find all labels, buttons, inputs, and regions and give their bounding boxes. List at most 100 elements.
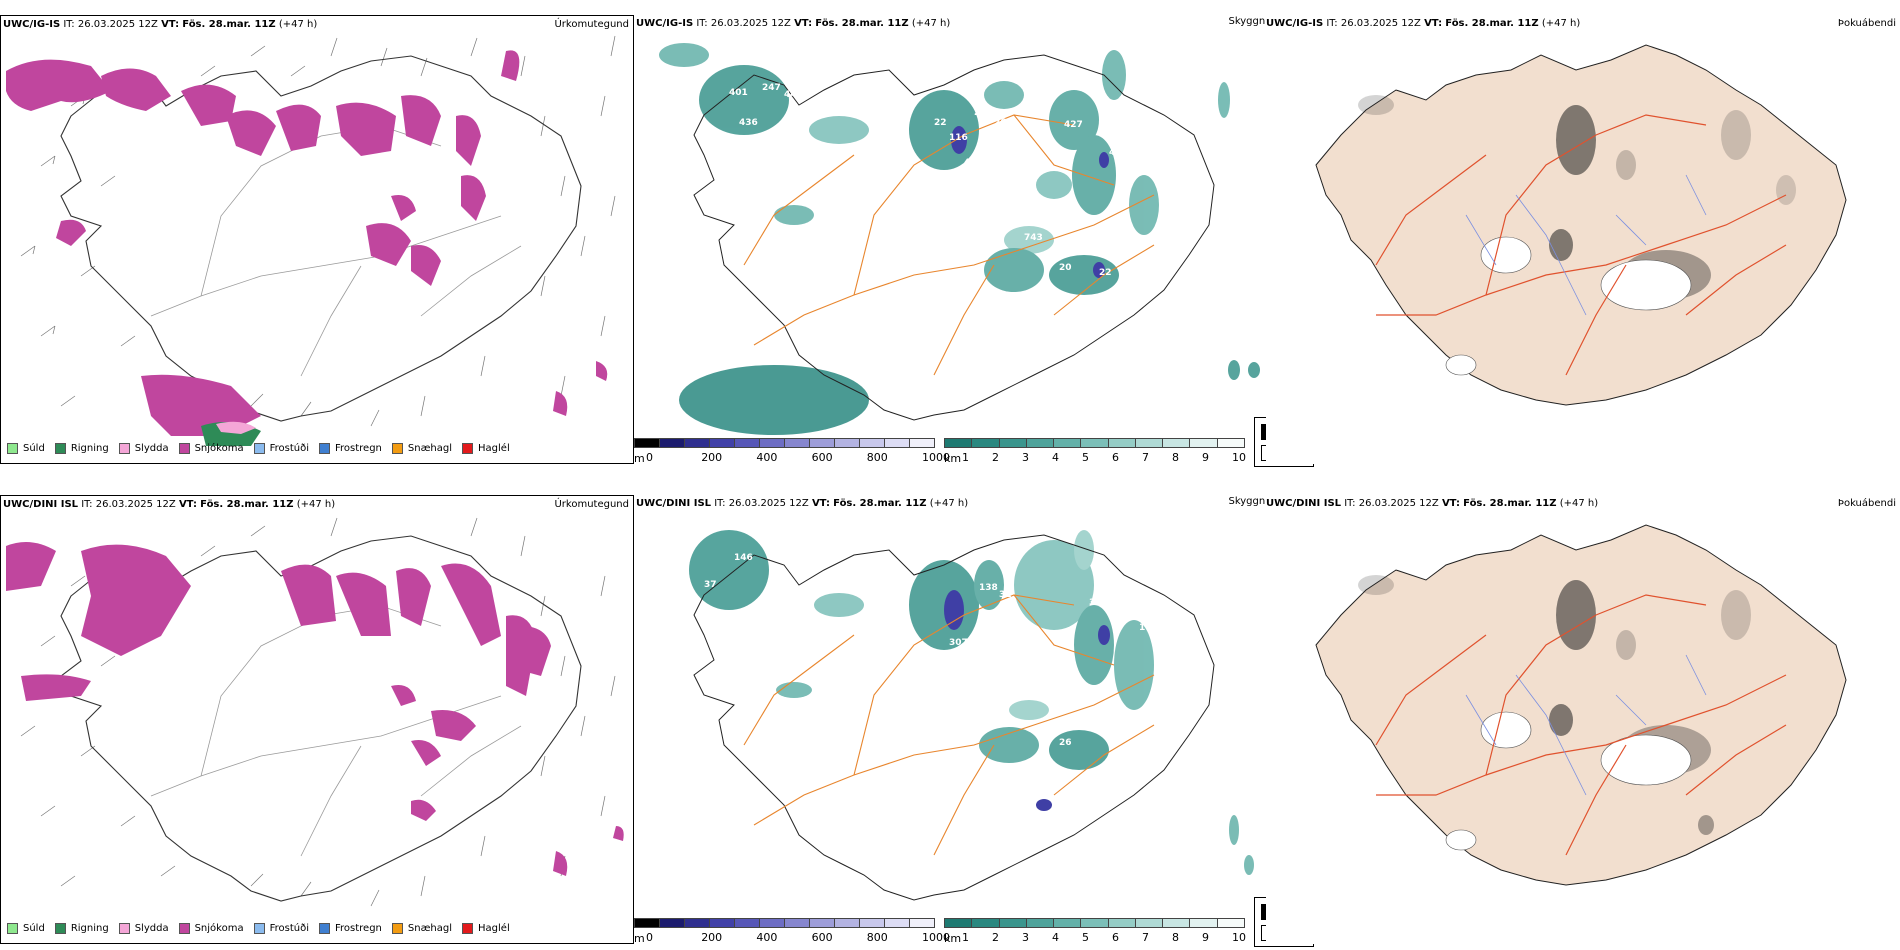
colorbar-swatch xyxy=(1080,918,1109,928)
colorbar-tick: 3 xyxy=(1022,931,1029,944)
colorbar-swatch xyxy=(759,438,785,448)
vis-label: 523 xyxy=(1164,668,1183,678)
ptype-legend: Súld Rigning Slydda Snjókoma Frostúði Fr… xyxy=(1,437,510,459)
legend-item: Súld xyxy=(7,922,45,934)
vis-label: 427 xyxy=(1064,120,1083,130)
colorbar-swatch xyxy=(859,918,885,928)
colorbar-swatch xyxy=(1053,918,1082,928)
roads xyxy=(1375,594,1787,856)
colorbar-tick: 200 xyxy=(701,451,723,464)
colorbar-swatch xyxy=(659,918,685,928)
rivers xyxy=(1465,174,1707,316)
roads xyxy=(150,605,522,857)
colorbar-swatch xyxy=(884,438,910,448)
legend-item: Haglél xyxy=(462,922,510,934)
colorbar-swatch xyxy=(1080,438,1109,448)
colorbar-unit: km xyxy=(944,452,962,465)
legend-item: Snjókoma xyxy=(178,922,244,934)
colorbar-swatch xyxy=(834,918,860,928)
colorbar-swatch xyxy=(809,918,835,928)
colorbar-tick: 10 xyxy=(1232,451,1246,464)
legend-swatch xyxy=(118,442,130,454)
colorbar-tick: 400 xyxy=(756,451,778,464)
fog-title: Þokuábendi xyxy=(1837,498,1896,509)
visibility-colorbar: km 1 2 3 4 5 6 7 8 9 10 xyxy=(944,438,1254,465)
colorbar-tick: 1 xyxy=(962,931,969,944)
colorbar-tick: 9 xyxy=(1202,931,1209,944)
vis-label: 35 xyxy=(1179,668,1192,678)
colorbar-swatch xyxy=(909,438,935,448)
legend-swatch xyxy=(7,922,18,934)
colorbar-tick: 4 xyxy=(1052,451,1059,464)
fog-title: Þokuábendi xyxy=(1837,18,1896,29)
colorbar-swatch xyxy=(971,918,1000,928)
ptype-map xyxy=(6,35,616,446)
vis-label: 165 xyxy=(1139,623,1158,633)
vis-label: 10 xyxy=(1062,810,1075,820)
colorbar-tick: 10 xyxy=(1232,931,1246,944)
vis-label: 436 xyxy=(739,118,758,128)
colorbar-tick: 800 xyxy=(866,931,888,944)
fog-map xyxy=(1315,44,1847,406)
sleet-area xyxy=(216,421,256,434)
legend-item: Haglél xyxy=(462,442,510,454)
vis-label: 288 xyxy=(1169,188,1188,198)
legend-item: Snæhagl xyxy=(391,922,452,934)
colorbar-tick: 3 xyxy=(1022,451,1029,464)
legend-item: Slydda xyxy=(118,922,169,934)
colorbar-unit: m xyxy=(634,932,645,945)
colorbar-swatch xyxy=(1107,918,1136,928)
legend-swatch xyxy=(391,442,403,454)
vis-label: 181 xyxy=(956,656,975,666)
vis-label: 3 xyxy=(1112,718,1118,728)
legend-swatch xyxy=(54,922,66,934)
vis-label: 743 xyxy=(1024,233,1043,243)
legend-swatch xyxy=(54,442,66,454)
colorbar-tick: 6 xyxy=(1112,451,1119,464)
visibility-colorbar: km 1 2 3 4 5 6 7 8 9 10 xyxy=(944,918,1254,945)
colorbar-swatch xyxy=(944,438,973,448)
vis-panel-row1: 401 247 44 436 63 22 239 26 116 47 77 42… xyxy=(634,15,1314,467)
colorbar-swatch xyxy=(998,918,1027,928)
legend-swatch xyxy=(462,442,474,454)
low-cloudbase xyxy=(951,126,1109,278)
legend-swatch xyxy=(319,922,330,934)
vis-panel-row2: 146 28 37 138 31 511 547 307 451 181 343… xyxy=(634,495,1314,947)
snow-areas xyxy=(6,542,624,876)
legend-item: Snjókoma xyxy=(178,442,244,454)
vis-label: 146 xyxy=(734,553,753,563)
colorbar-swatch xyxy=(1189,918,1218,928)
vis-label: 28 xyxy=(779,556,792,566)
colorbar-swatch xyxy=(1025,918,1055,928)
colorbar-tick: 1 xyxy=(962,451,969,464)
legend-swatch xyxy=(178,442,190,454)
visibility-fields xyxy=(659,43,1260,435)
ptype-panel-row2: UWC/DINI ISL IT: 26.03.2025 12Z VT: Fös.… xyxy=(0,495,634,944)
vis-label: 7 xyxy=(1169,706,1175,716)
vis-label: 26 xyxy=(994,118,1007,128)
legend-item: Rigning xyxy=(54,442,109,454)
colorbar-swatch xyxy=(1107,438,1136,448)
colorbar-tick: 400 xyxy=(756,931,778,944)
legend-item: Frostregn xyxy=(319,922,382,934)
vis-label: 138 xyxy=(979,583,998,593)
colorbar-swatch xyxy=(659,438,685,448)
ptype-title: Úrkomutegund xyxy=(554,499,629,510)
roads xyxy=(743,594,1155,856)
colorbar-tick: 2 xyxy=(992,931,999,944)
cloudbase-colorbar: m 0 200 400 600 800 1000 xyxy=(634,918,950,945)
cloudbase-colorbar: m 0 200 400 600 800 1000 xyxy=(634,438,950,465)
fog-header: UWC/DINI ISL IT: 26.03.2025 12Z VT: Fös.… xyxy=(1266,498,1599,509)
iceland-outline xyxy=(693,54,1215,421)
vis-label: 63 xyxy=(764,153,777,163)
colorbar-tick: 6 xyxy=(1112,931,1119,944)
colorbar-tick: 8 xyxy=(1172,931,1179,944)
vis-label: 239 xyxy=(974,108,993,118)
colorbar-tick: 1000 xyxy=(922,931,950,944)
colorbar-swatch xyxy=(634,918,660,928)
snow-areas xyxy=(6,50,608,436)
vis-label: 77 xyxy=(1152,693,1165,703)
colorbar-tick: 2 xyxy=(992,451,999,464)
legend-item: Snæhagl xyxy=(391,442,452,454)
vis-label: 27 xyxy=(1164,208,1177,218)
